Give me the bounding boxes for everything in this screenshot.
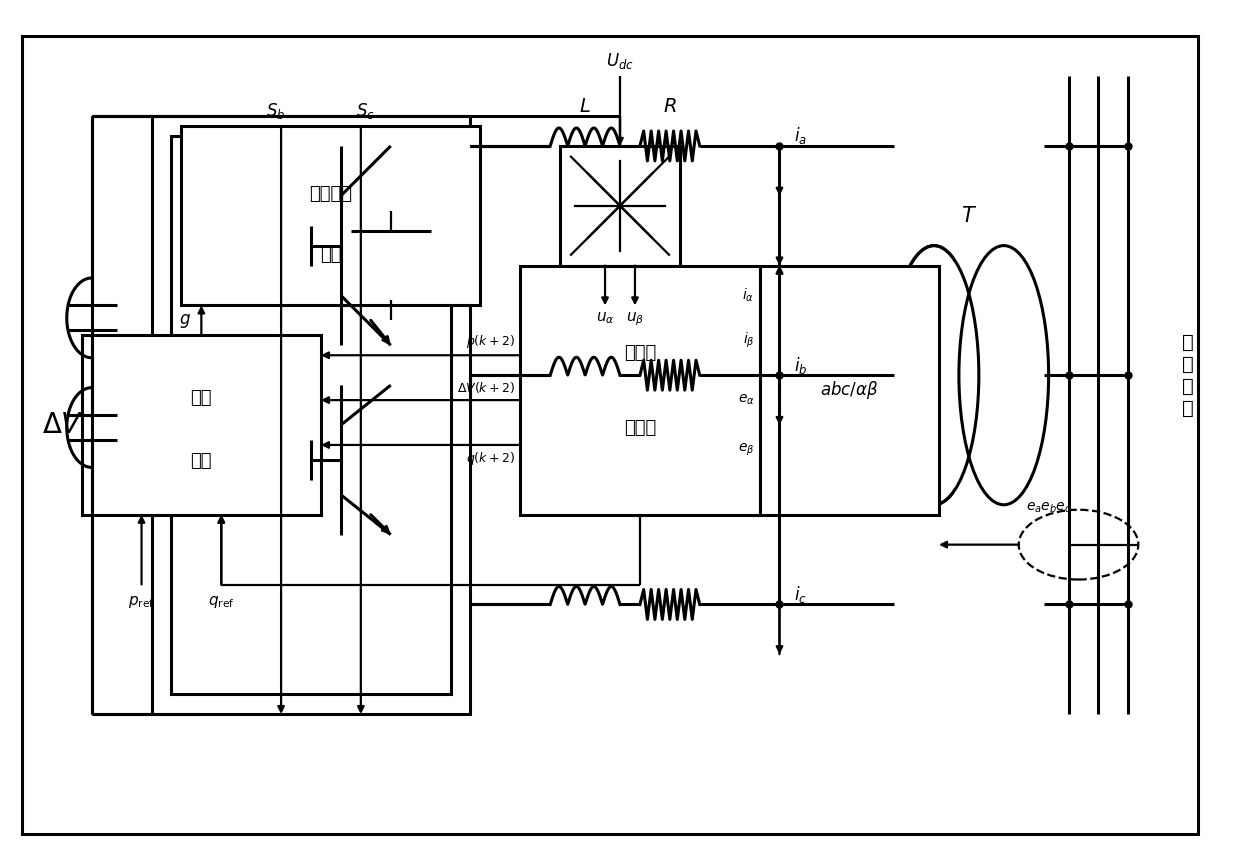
Text: 最优开关: 最优开关 bbox=[310, 185, 352, 203]
Bar bbox=[181, 126, 480, 305]
Text: $u_\alpha$: $u_\alpha$ bbox=[595, 311, 614, 326]
Text: $p_{\rm ref}$: $p_{\rm ref}$ bbox=[128, 594, 155, 611]
Bar bbox=[954, 246, 983, 505]
Text: 状态: 状态 bbox=[320, 247, 342, 264]
Text: $i_a$: $i_a$ bbox=[795, 125, 807, 146]
Text: $i_c$: $i_c$ bbox=[795, 584, 807, 605]
Text: $abc/\alpha\beta$: $abc/\alpha\beta$ bbox=[820, 379, 878, 401]
Text: $T$: $T$ bbox=[961, 206, 977, 226]
Text: $S_b$: $S_b$ bbox=[267, 101, 285, 121]
Text: $\Delta V(k+2)$: $\Delta V(k+2)$ bbox=[458, 380, 516, 395]
Text: $L$: $L$ bbox=[579, 97, 591, 116]
Text: 测函数: 测函数 bbox=[624, 419, 656, 437]
Text: $e_a e_b e_c$: $e_a e_b e_c$ bbox=[1025, 500, 1071, 515]
Text: $u_\beta$: $u_\beta$ bbox=[626, 311, 644, 328]
Bar bbox=[521, 266, 760, 515]
Text: $R$: $R$ bbox=[663, 97, 677, 116]
Text: $i_\beta$: $i_\beta$ bbox=[743, 330, 755, 350]
Text: $U_{dc}$: $U_{dc}$ bbox=[606, 51, 634, 71]
Text: 函数: 函数 bbox=[191, 452, 212, 470]
Text: $g$: $g$ bbox=[180, 312, 191, 330]
Bar bbox=[151, 116, 470, 714]
Bar bbox=[560, 146, 680, 266]
Text: $S_c$: $S_c$ bbox=[356, 101, 376, 121]
Text: $q(k+2)$: $q(k+2)$ bbox=[466, 450, 516, 467]
Text: 价值: 价值 bbox=[191, 389, 212, 407]
Text: $i_\alpha$: $i_\alpha$ bbox=[743, 286, 755, 304]
Text: 两步预: 两步预 bbox=[624, 343, 656, 362]
Bar bbox=[171, 136, 450, 694]
Bar bbox=[760, 266, 939, 515]
Text: $e_\alpha$: $e_\alpha$ bbox=[738, 393, 755, 407]
Text: $i_b$: $i_b$ bbox=[795, 355, 808, 375]
Text: 交
流
电
网: 交 流 电 网 bbox=[1182, 333, 1194, 418]
Bar bbox=[82, 336, 321, 515]
Text: $q_{\rm ref}$: $q_{\rm ref}$ bbox=[208, 594, 234, 611]
Text: $\Delta V$: $\Delta V$ bbox=[42, 411, 83, 439]
Polygon shape bbox=[351, 231, 430, 300]
Text: $e_\beta$: $e_\beta$ bbox=[738, 442, 755, 458]
Text: $p(k+2)$: $p(k+2)$ bbox=[466, 333, 516, 350]
